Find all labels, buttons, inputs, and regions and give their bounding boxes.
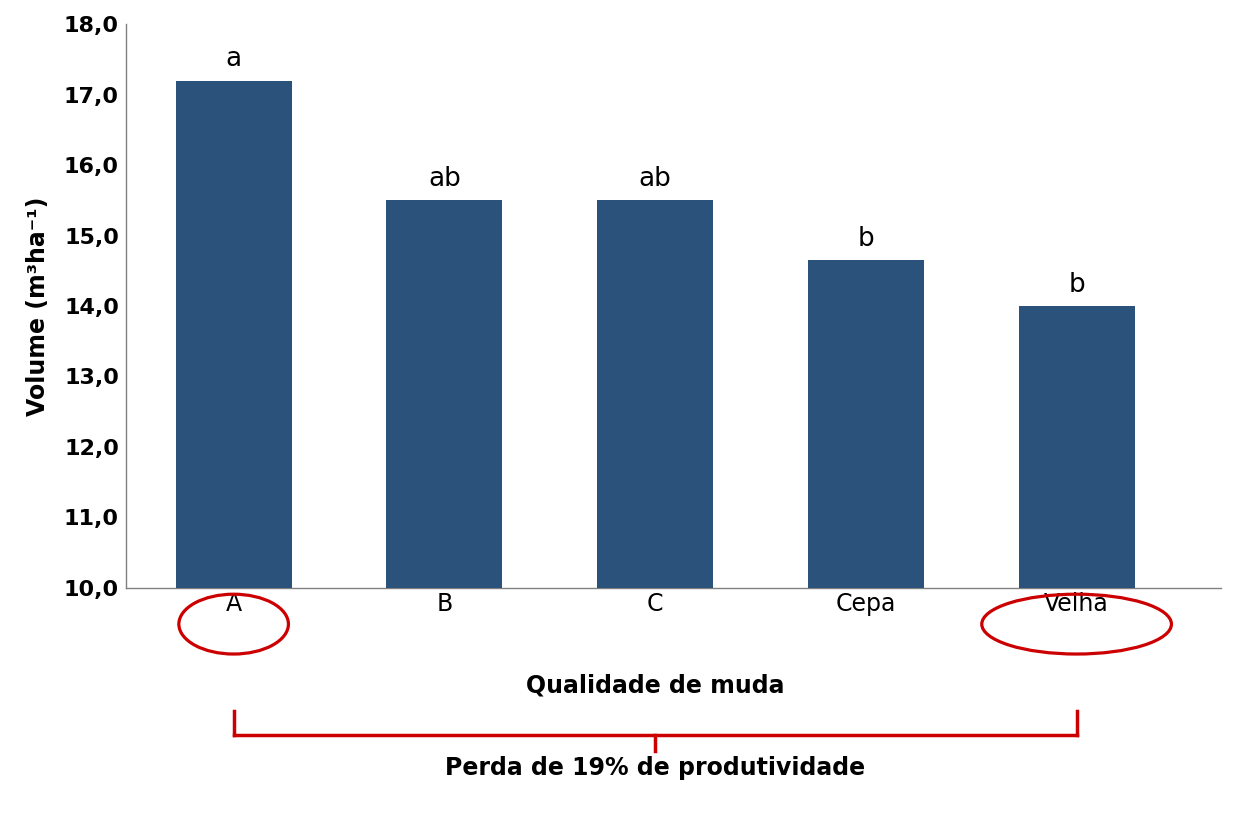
Text: Qualidade de muda: Qualidade de muda bbox=[526, 673, 784, 698]
Text: ab: ab bbox=[638, 166, 671, 192]
Bar bbox=[387, 201, 502, 588]
Text: b: b bbox=[1068, 272, 1085, 298]
Text: ab: ab bbox=[428, 166, 461, 192]
Text: a: a bbox=[225, 47, 242, 73]
Bar bbox=[597, 201, 713, 588]
Bar bbox=[808, 260, 924, 588]
Text: Perda de 19% de produtividade: Perda de 19% de produtividade bbox=[446, 756, 865, 780]
Bar bbox=[1019, 306, 1134, 588]
Bar bbox=[176, 81, 292, 588]
Text: b: b bbox=[857, 226, 874, 252]
Y-axis label: Volume (m³ha⁻¹): Volume (m³ha⁻¹) bbox=[26, 197, 50, 415]
